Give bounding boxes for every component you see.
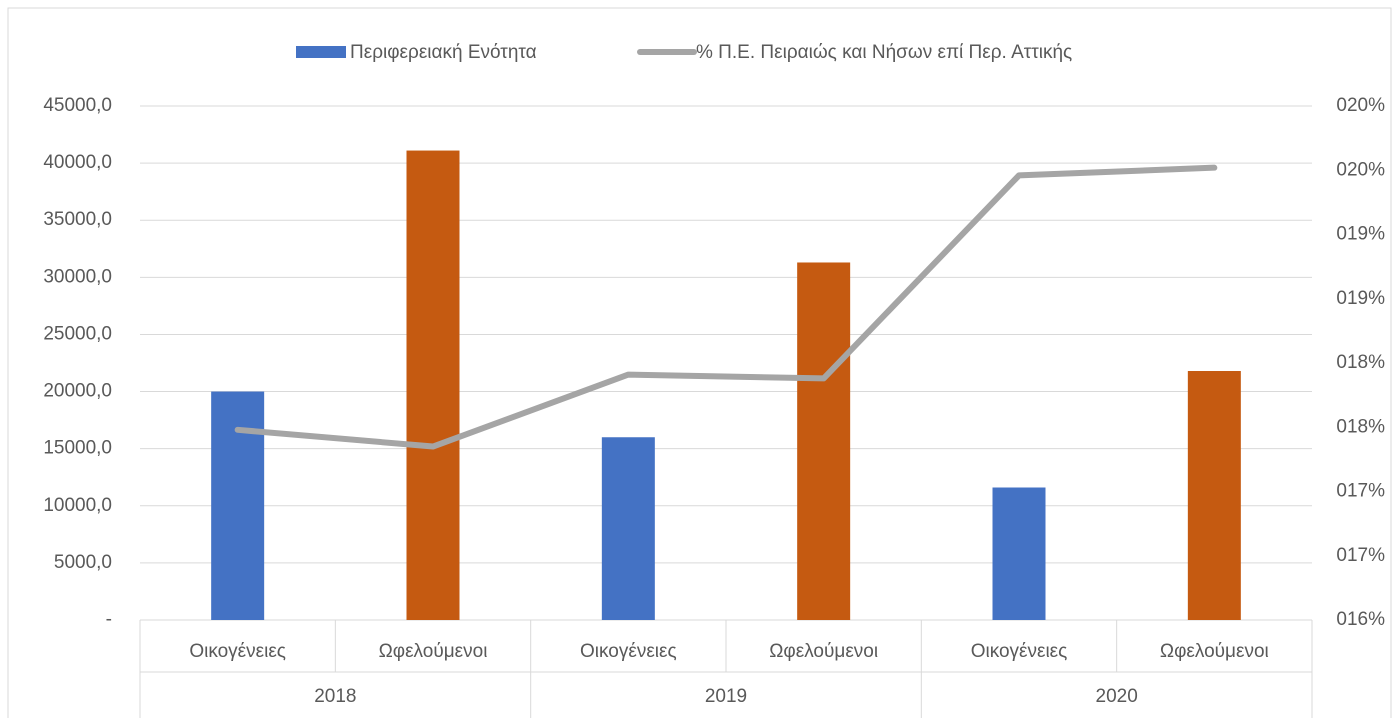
x-tick-label: Οικογένειες (580, 641, 677, 662)
bar (601, 437, 655, 620)
y-tick-label: 25000,0 (43, 323, 112, 344)
x-tick-label: Οικογένειες (971, 641, 1068, 662)
y-tick-label: 30000,0 (43, 266, 112, 287)
line (234, 164, 1218, 450)
x-tick-label: Ωφελούμενοι (379, 641, 488, 662)
y-tick-label: 5000,0 (54, 552, 112, 573)
y-tick-label: 15000,0 (43, 438, 112, 459)
x-tick-label: Οικογένειες (189, 641, 286, 662)
y2-tick-label: 017% (1336, 545, 1385, 566)
bar (992, 487, 1046, 620)
chart-border (7, 7, 1392, 718)
bar (1187, 370, 1241, 620)
y2-tick-label: 020% (1336, 159, 1385, 180)
y2-tick-label: 019% (1336, 288, 1385, 309)
legend-label: Περιφερειακή Ενότητα (350, 42, 537, 63)
y2-tick-label: 017% (1336, 481, 1385, 502)
y-tick-label: 10000,0 (43, 495, 112, 516)
y2-tick-label: 018% (1336, 416, 1385, 437)
group-label: 2018 (314, 686, 356, 707)
bar (797, 262, 851, 620)
y-tick-label: 35000,0 (43, 209, 112, 230)
group-label: 2019 (705, 686, 747, 707)
y2-tick-label: 020% (1336, 95, 1385, 116)
x-tick-label: Ωφελούμενοι (769, 641, 878, 662)
legend-label: % Π.Ε. Πειραιώς και Νήσων επί Περ. Αττικ… (696, 42, 1072, 63)
y2-tick-label: 019% (1336, 224, 1385, 245)
y-tick-label: 45000,0 (43, 95, 112, 116)
y-tick-label: 20000,0 (43, 381, 112, 402)
group-label: 2020 (1096, 686, 1138, 707)
bar (406, 150, 460, 620)
bar (211, 391, 265, 620)
x-tick-label: Ωφελούμενοι (1160, 641, 1269, 662)
legend-swatch (296, 46, 346, 58)
y2-tick-label: 018% (1336, 352, 1385, 373)
y-tick-label: - (106, 609, 112, 630)
y2-tick-label: 016% (1336, 609, 1385, 630)
y-tick-label: 40000,0 (43, 152, 112, 173)
